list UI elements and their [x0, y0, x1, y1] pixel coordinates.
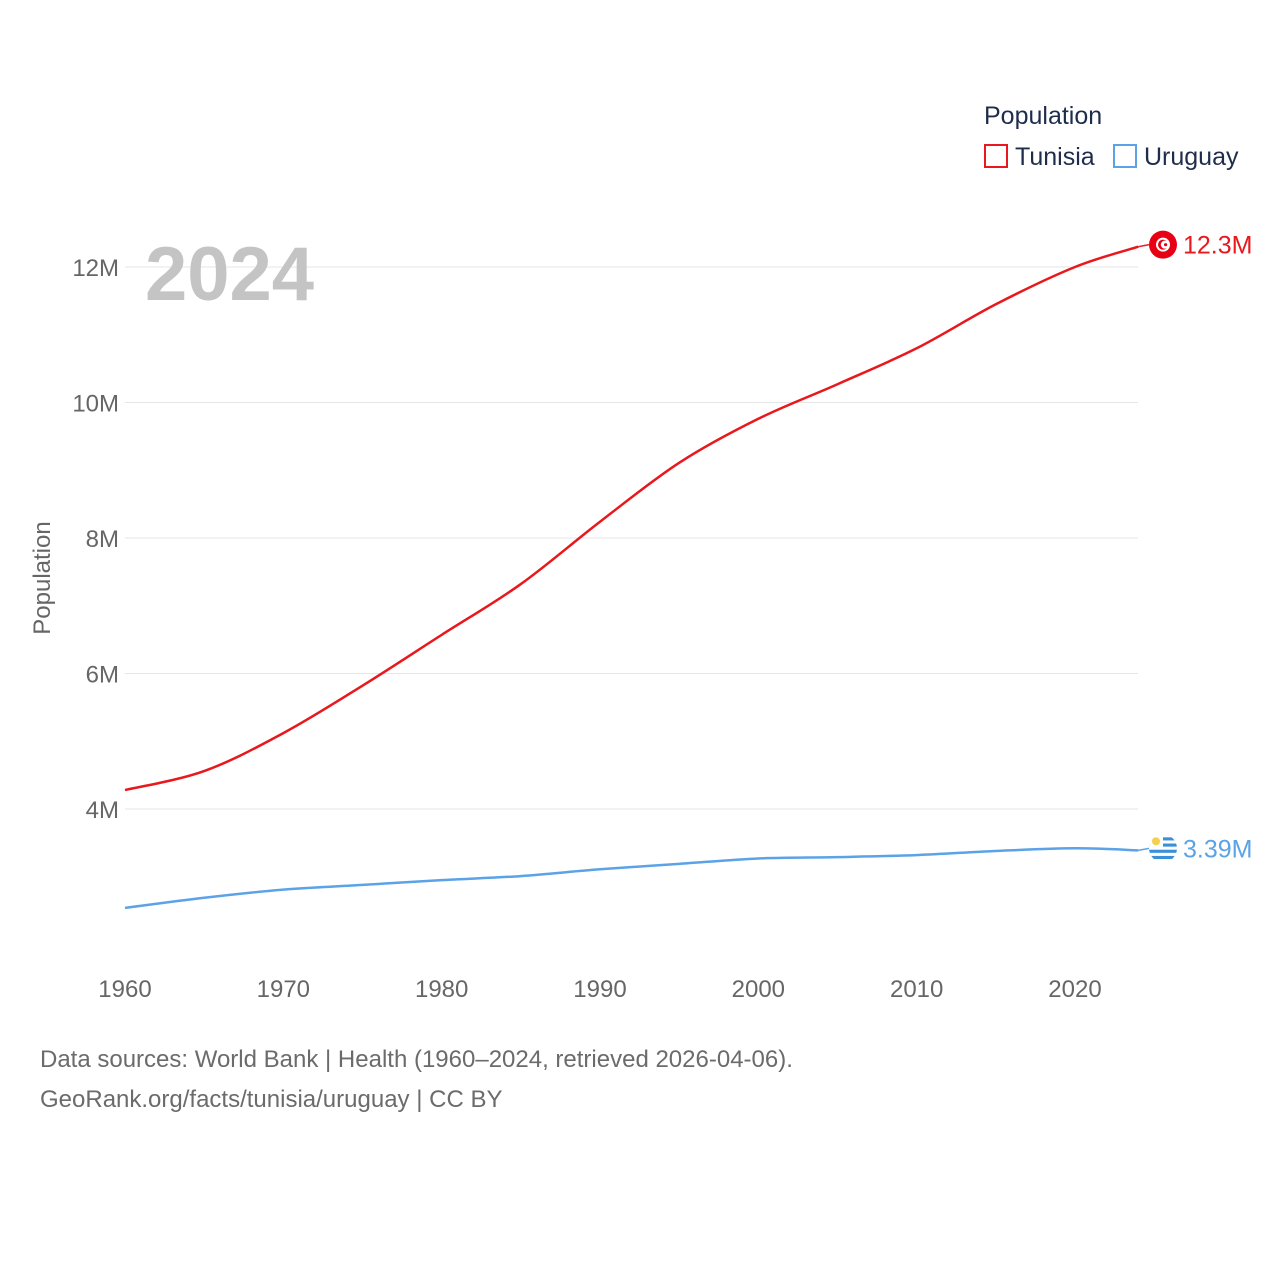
y-axis-ticks: 4M 6M 8M 10M 12M [72, 255, 119, 824]
current-year-label: 2024 [145, 232, 314, 317]
credit-link[interactable]: GeoRank.org/facts/tunisia/uruguay | CC B… [40, 1086, 503, 1113]
legend-item-tunisia[interactable]: Tunisia [984, 143, 1095, 171]
y-tick-label: 12M [72, 255, 119, 282]
series-end-markers: 12.3M 3.39M [1138, 230, 1252, 863]
x-tick-label: 2020 [1048, 976, 1101, 1003]
end-connector-uruguay [1138, 847, 1150, 852]
legend-title: Population [984, 102, 1102, 130]
series-line-tunisia[interactable] [124, 245, 1139, 792]
legend-label-tunisia: Tunisia [1015, 143, 1095, 171]
end-value-label-tunisia: 12.3M [1183, 232, 1252, 260]
legend-swatch-tunisia [984, 144, 1008, 168]
x-tick-label: 1970 [257, 976, 310, 1003]
population-line-chart: 4M 6M 8M 10M 12M 1960 1970 1980 1990 2000 2010 202… [29, 102, 1252, 1003]
y-tick-label: 10M [72, 391, 119, 418]
tunisia-flag-icon [1149, 230, 1177, 259]
footer: Data sources: World Bank | Health (1960–… [40, 1040, 793, 1120]
legend-label-uruguay: Uruguay [1144, 143, 1239, 171]
end-value-label-uruguay: 3.39M [1183, 835, 1252, 863]
x-tick-label: 2000 [732, 976, 785, 1003]
x-tick-label: 2010 [890, 976, 943, 1003]
y-tick-label: 4M [86, 797, 119, 824]
y-tick-label: 6M [86, 662, 119, 689]
data-sources-note: Data sources: World Bank | Health (1960–… [40, 1046, 793, 1073]
x-tick-label: 1980 [415, 976, 468, 1003]
y-tick-label: 8M [86, 526, 119, 553]
legend[interactable]: Population Tunisia Uruguay [984, 102, 1239, 171]
x-tick-label: 1990 [573, 976, 626, 1003]
grid-lines [125, 266, 1138, 810]
uruguay-flag-icon [1149, 834, 1177, 863]
series-line-uruguay[interactable] [124, 847, 1139, 910]
x-axis-ticks: 1960 1970 1980 1990 2000 2010 2020 [98, 976, 1101, 1003]
x-tick-label: 1960 [98, 976, 151, 1003]
end-connector-tunisia [1138, 243, 1150, 248]
legend-item-uruguay[interactable]: Uruguay [1113, 143, 1239, 171]
y-axis-title: Population [29, 521, 56, 634]
series-lines [124, 245, 1139, 910]
legend-swatch-uruguay [1113, 144, 1137, 168]
